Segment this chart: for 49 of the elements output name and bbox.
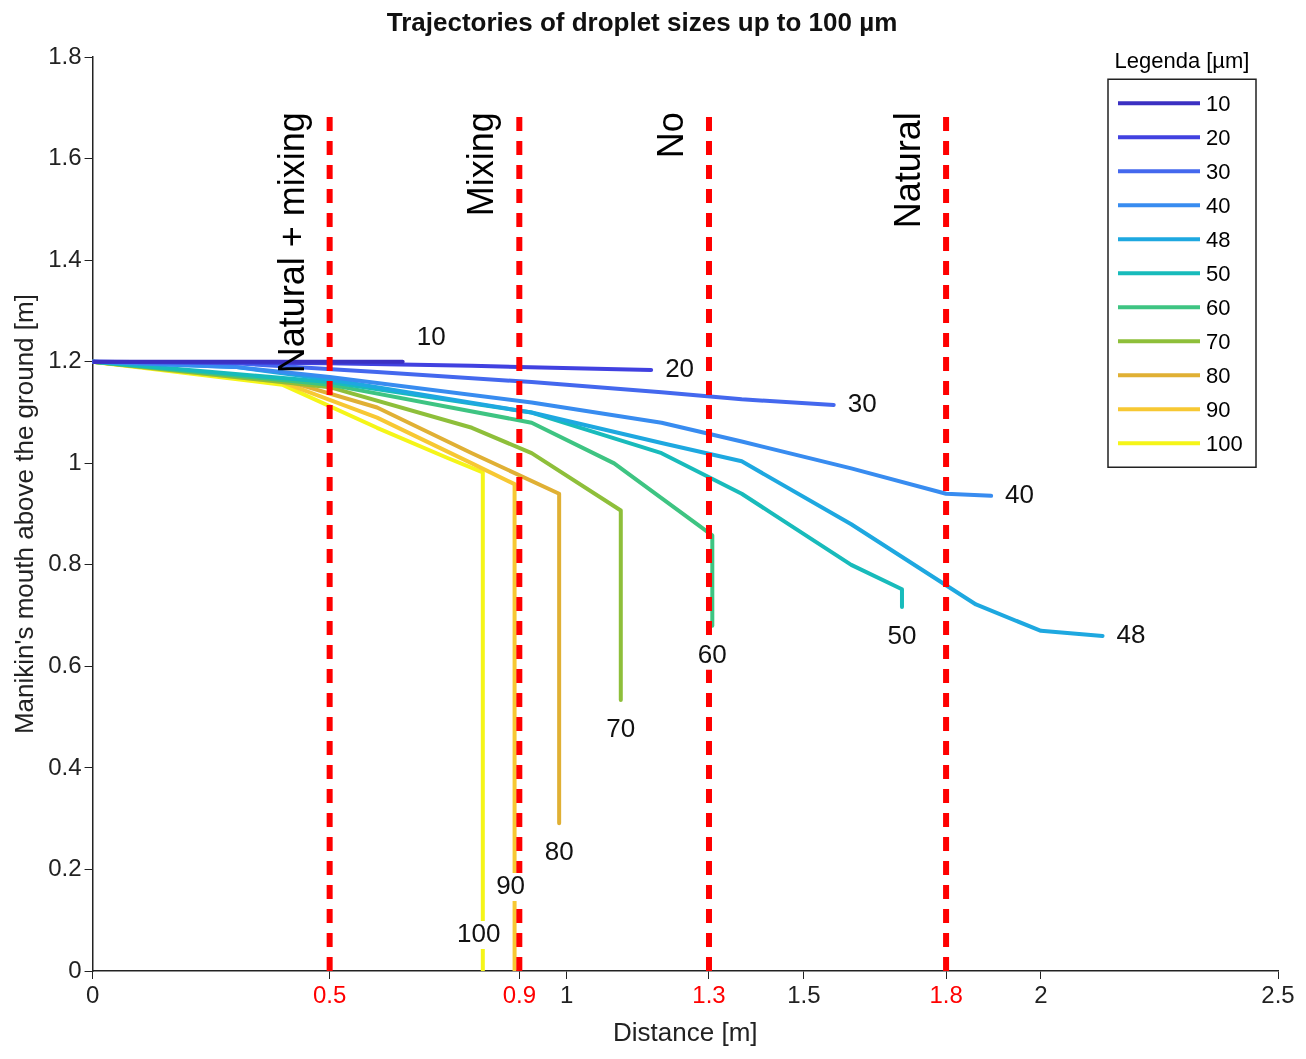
x-axis-title: Distance [m]: [613, 1016, 758, 1047]
ref-line-label: No: [649, 112, 691, 159]
legend-label: 48: [1206, 227, 1231, 253]
y-tick-label: 1.6: [48, 143, 82, 171]
legend-label: 30: [1206, 159, 1231, 185]
text: 10: [416, 320, 446, 351]
y-tick-label: 1: [68, 447, 82, 475]
legend-label: 40: [1206, 193, 1231, 219]
y-tick-label: 0: [68, 955, 82, 983]
y-tick-label: 0.6: [48, 651, 82, 679]
x-tick-label: 0.9: [502, 981, 537, 1009]
legend-label: 50: [1206, 261, 1231, 287]
text: 80: [544, 836, 574, 867]
x-tick-label: 2: [1034, 981, 1048, 1009]
legend-label: 20: [1206, 125, 1231, 151]
ref-line-label: Mixing: [460, 112, 502, 217]
x-tick-label: 2.5: [1261, 981, 1295, 1009]
text: 20: [665, 353, 695, 384]
y-tick-label: 1.4: [48, 244, 82, 272]
legend-label: 80: [1206, 363, 1231, 389]
text: 90: [496, 870, 526, 901]
x-tick-label: 1.3: [692, 981, 726, 1009]
x-tick-label: 1: [560, 981, 574, 1009]
text: 50: [887, 620, 917, 651]
x-tick-label: 1.5: [787, 981, 821, 1009]
y-tick-label: 0.8: [48, 549, 82, 577]
x-tick-label: 0: [85, 981, 100, 1009]
x-tick-label: 1.8: [929, 981, 963, 1009]
legend-title: Legenda [µm]: [1114, 48, 1250, 74]
y-axis-title: Manikin's mouth above the ground [m]: [8, 294, 39, 735]
y-tick-label: 1.8: [48, 41, 82, 69]
text: 40: [1005, 479, 1035, 509]
y-tick-label: 0.4: [48, 752, 82, 780]
y-tick-label: 0.2: [48, 854, 82, 882]
legend-label: 60: [1206, 295, 1231, 321]
x-tick-label: 0.5: [312, 981, 347, 1009]
text: 70: [606, 713, 636, 744]
ref-line-label: Natural: [887, 112, 928, 229]
legend-label: 100: [1206, 431, 1243, 457]
legend-label: 10: [1206, 91, 1231, 117]
legend-label: 90: [1206, 397, 1231, 423]
ref-line-label: Natural + mixing: [270, 112, 312, 374]
text: 100: [457, 918, 501, 949]
chart-title: Trajectories of droplet sizes up to 100 µm: [386, 6, 898, 37]
legend-label: 70: [1206, 329, 1231, 355]
text: 48: [1116, 619, 1146, 650]
text: 30: [847, 388, 877, 419]
text: 60: [697, 638, 727, 669]
y-tick-label: 1.2: [48, 346, 82, 374]
